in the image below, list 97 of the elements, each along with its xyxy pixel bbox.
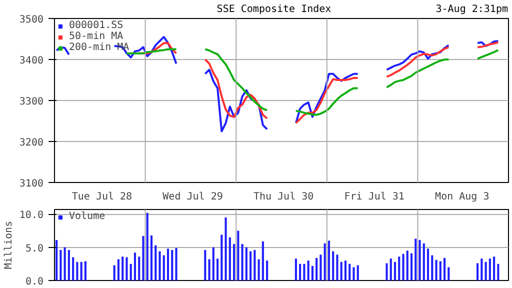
legend-label: 000001.SS bbox=[69, 20, 124, 31]
bar bbox=[262, 241, 264, 280]
bar bbox=[224, 217, 227, 280]
bar bbox=[336, 254, 338, 280]
bar bbox=[237, 230, 240, 280]
bar bbox=[266, 260, 268, 280]
bar bbox=[166, 248, 170, 280]
bar bbox=[484, 262, 487, 280]
bar bbox=[422, 243, 425, 280]
bar bbox=[60, 250, 62, 280]
bar bbox=[348, 264, 351, 280]
bar bbox=[443, 258, 446, 280]
bar bbox=[402, 254, 404, 280]
bar bbox=[311, 266, 314, 280]
bar bbox=[299, 264, 302, 280]
bar bbox=[241, 244, 244, 280]
legend-label: Volume bbox=[69, 211, 106, 222]
x-tick-label: Fri Jul 31 bbox=[344, 192, 404, 202]
bar bbox=[228, 237, 231, 280]
bar bbox=[493, 256, 496, 280]
bar bbox=[307, 260, 310, 280]
bar bbox=[324, 243, 326, 280]
y-tick-label: 3500 bbox=[19, 14, 44, 26]
bar bbox=[154, 245, 157, 280]
bar bbox=[316, 258, 318, 280]
bar bbox=[435, 260, 438, 280]
bar bbox=[113, 265, 116, 280]
y-tick-label: 3400 bbox=[19, 56, 44, 66]
bar bbox=[448, 267, 450, 280]
bar bbox=[208, 259, 210, 280]
x-tick-label: Tue Jul 28 bbox=[72, 192, 132, 202]
bar bbox=[344, 260, 347, 280]
y-axis-title: Millions bbox=[3, 220, 14, 270]
bar bbox=[233, 244, 236, 280]
chart-title: SSE Composite Index bbox=[216, 4, 332, 15]
y-tick-label: 3300 bbox=[19, 96, 44, 108]
bar bbox=[245, 247, 248, 280]
bar bbox=[356, 265, 359, 280]
bar bbox=[220, 234, 223, 280]
bar bbox=[84, 261, 86, 280]
bar bbox=[76, 262, 78, 280]
x-tick-label: Wed Jul 29 bbox=[162, 192, 223, 202]
bar bbox=[158, 251, 161, 280]
bar bbox=[394, 262, 396, 280]
y-tick-label: 0.0 bbox=[25, 276, 44, 288]
bar bbox=[410, 253, 413, 280]
bar bbox=[68, 250, 70, 280]
legend-label: 50-min MA bbox=[69, 31, 124, 42]
bar bbox=[150, 235, 153, 280]
bar bbox=[488, 258, 491, 280]
bar bbox=[294, 258, 297, 280]
bar bbox=[171, 250, 174, 280]
bar bbox=[414, 238, 417, 280]
bar bbox=[175, 248, 178, 280]
bar bbox=[258, 259, 260, 280]
bar bbox=[328, 240, 330, 280]
bar bbox=[426, 248, 430, 280]
bar bbox=[398, 256, 400, 280]
bar bbox=[80, 262, 82, 280]
bar bbox=[431, 255, 434, 280]
bar bbox=[204, 250, 206, 280]
bar bbox=[390, 258, 392, 280]
bar bbox=[72, 257, 74, 280]
bar bbox=[332, 251, 334, 280]
bar bbox=[122, 256, 124, 280]
bar bbox=[216, 258, 219, 280]
bar bbox=[320, 254, 322, 280]
bar bbox=[439, 261, 442, 280]
bar bbox=[162, 255, 165, 280]
bar bbox=[146, 212, 148, 280]
bar bbox=[134, 252, 136, 280]
bar bbox=[352, 267, 355, 280]
y-tick-label: 3200 bbox=[19, 138, 44, 148]
chart-subtitle: 3-Aug 2:31pm bbox=[436, 3, 508, 17]
bar bbox=[406, 250, 408, 280]
bar bbox=[386, 263, 388, 280]
x-tick-label: Mon Aug 3 bbox=[435, 192, 490, 202]
bar bbox=[250, 251, 252, 280]
bar bbox=[117, 259, 120, 280]
bar bbox=[130, 264, 132, 280]
bar bbox=[254, 250, 256, 280]
bar bbox=[138, 256, 140, 280]
bar bbox=[126, 257, 128, 280]
y-tick-label: 3100 bbox=[19, 178, 44, 190]
x-tick-label: Thu Jul 30 bbox=[253, 192, 314, 202]
bar bbox=[56, 240, 58, 280]
bar bbox=[303, 264, 306, 280]
bar bbox=[340, 262, 342, 280]
y-tick-label: 5.0 bbox=[25, 243, 44, 254]
bar bbox=[480, 258, 483, 280]
bar bbox=[497, 264, 500, 280]
y-tick-label: 10.0 bbox=[19, 210, 44, 222]
bar bbox=[418, 240, 421, 280]
bar bbox=[476, 263, 479, 280]
bar bbox=[212, 247, 214, 280]
bar bbox=[142, 236, 144, 280]
bar bbox=[64, 247, 66, 280]
